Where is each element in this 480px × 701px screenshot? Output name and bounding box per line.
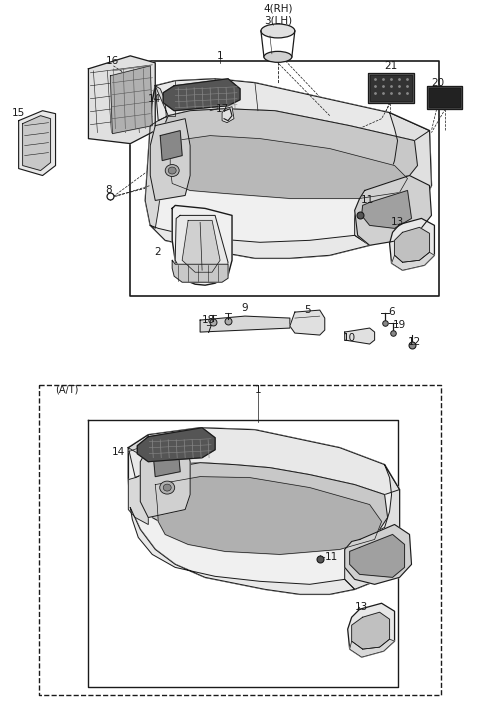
Ellipse shape (264, 51, 292, 62)
Text: 2: 2 (154, 247, 160, 257)
Text: 6: 6 (388, 307, 395, 317)
Polygon shape (23, 116, 50, 170)
Polygon shape (200, 316, 290, 332)
Text: 12: 12 (408, 337, 421, 347)
Text: 11: 11 (361, 196, 374, 205)
Text: 14: 14 (148, 94, 161, 104)
Polygon shape (150, 118, 190, 200)
Text: 16: 16 (106, 56, 119, 66)
Polygon shape (145, 79, 432, 258)
Polygon shape (128, 435, 152, 524)
Text: 1: 1 (217, 51, 223, 61)
Polygon shape (370, 75, 412, 101)
Text: 15: 15 (12, 108, 25, 118)
Polygon shape (160, 130, 182, 161)
Polygon shape (145, 86, 168, 229)
Ellipse shape (168, 167, 176, 174)
Polygon shape (348, 604, 395, 657)
Polygon shape (162, 109, 418, 186)
Text: 9: 9 (241, 303, 248, 313)
Polygon shape (430, 88, 460, 107)
Polygon shape (428, 86, 462, 109)
Polygon shape (350, 534, 405, 578)
Polygon shape (155, 477, 382, 554)
Polygon shape (150, 225, 370, 258)
Polygon shape (361, 191, 411, 229)
Polygon shape (148, 463, 387, 541)
Polygon shape (390, 219, 434, 270)
Polygon shape (19, 111, 56, 175)
Text: 7: 7 (205, 325, 211, 335)
Polygon shape (172, 260, 228, 283)
Polygon shape (345, 465, 399, 590)
Polygon shape (182, 220, 220, 272)
Text: 18: 18 (202, 315, 215, 325)
Text: 21: 21 (384, 61, 397, 71)
Polygon shape (175, 215, 228, 283)
Polygon shape (222, 107, 234, 123)
Polygon shape (355, 113, 432, 245)
Text: 13: 13 (355, 602, 368, 612)
Text: 20: 20 (431, 78, 444, 88)
Polygon shape (368, 73, 415, 103)
Polygon shape (153, 450, 180, 477)
Polygon shape (350, 639, 395, 657)
Polygon shape (345, 524, 411, 585)
Polygon shape (128, 428, 399, 594)
Polygon shape (392, 252, 434, 270)
Ellipse shape (163, 484, 171, 491)
Polygon shape (290, 310, 325, 335)
Polygon shape (355, 175, 432, 245)
Ellipse shape (160, 481, 175, 494)
Polygon shape (170, 135, 408, 198)
Polygon shape (345, 328, 374, 344)
Text: 4(RH): 4(RH) (263, 4, 293, 14)
Polygon shape (88, 56, 155, 144)
Polygon shape (395, 227, 430, 262)
Polygon shape (128, 428, 399, 495)
Ellipse shape (165, 165, 179, 177)
Text: 5: 5 (304, 305, 311, 315)
Text: 13: 13 (391, 217, 404, 227)
Text: 11: 11 (325, 552, 338, 562)
Text: 17: 17 (216, 104, 228, 114)
Text: 8: 8 (105, 186, 112, 196)
Polygon shape (163, 79, 240, 111)
Text: (A/T): (A/T) (56, 385, 79, 395)
Polygon shape (130, 508, 355, 594)
Polygon shape (137, 428, 215, 462)
Polygon shape (140, 440, 190, 517)
Polygon shape (172, 205, 232, 285)
Polygon shape (155, 79, 430, 141)
Ellipse shape (261, 24, 295, 38)
Polygon shape (352, 612, 390, 649)
Text: 10: 10 (343, 333, 356, 343)
Text: 1: 1 (254, 385, 261, 395)
Text: 14: 14 (112, 447, 125, 457)
Text: 3(LH): 3(LH) (264, 16, 292, 26)
Text: 19: 19 (393, 320, 406, 330)
Polygon shape (110, 66, 152, 134)
